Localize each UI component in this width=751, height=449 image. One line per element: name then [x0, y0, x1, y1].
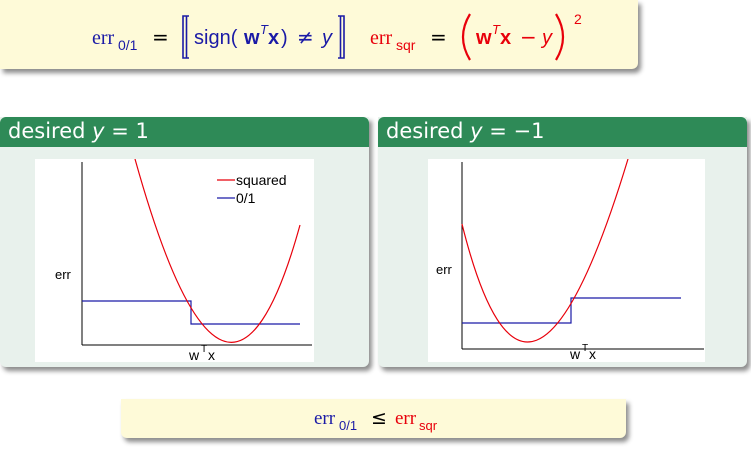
transpose-T: T: [260, 22, 269, 37]
squared-loss-curve: [134, 158, 301, 343]
loss-formula-box: err 0/1 = sign( w T x ) ≠ y err sqr = w …: [0, 0, 638, 69]
err01-subscript: 0/1: [339, 418, 357, 433]
error-plot-positive: err w T x squared 0/1: [35, 158, 314, 363]
transpose-T-sqr: T: [492, 22, 501, 37]
x-axis-label-T: T: [201, 344, 207, 355]
equals-sign-2: =: [430, 25, 447, 49]
title-prefix: desired: [386, 119, 471, 143]
minus-sign: −: [520, 25, 537, 49]
err01-subscript: 0/1: [118, 37, 138, 53]
not-equal-sign: ≠: [297, 25, 314, 49]
errsqr-label: err: [395, 408, 417, 429]
title-equality: = −1: [482, 119, 545, 143]
inequality-formula: err 0/1 ≤ err sqr: [314, 407, 438, 433]
zero-one-loss-curve: [462, 297, 681, 324]
errsqr-label: err: [370, 27, 393, 49]
zero-one-loss-curve: [82, 300, 300, 325]
errsqr-subscript: sqr: [419, 418, 438, 433]
errsqr-subscript: sqr: [396, 37, 416, 53]
left-paren: [461, 13, 471, 61]
right-iverson-bracket: [338, 15, 345, 59]
loss-formula: err 0/1 = sign( w T x ) ≠ y err sqr = w …: [92, 11, 582, 61]
err01-label: err: [314, 408, 336, 429]
err01-label: err: [92, 27, 115, 49]
panel-desired-y-positive: desired y = 1 err w T x squared 0/1: [0, 117, 369, 367]
panel-title: desired y = 1: [8, 119, 149, 143]
equals-sign: =: [152, 25, 169, 49]
title-var: y: [92, 119, 105, 143]
leq-sign: ≤: [371, 407, 387, 429]
y-axis-label: err: [436, 262, 453, 277]
sign-function: sign(: [194, 27, 238, 49]
legend-zero-one-label: 0/1: [236, 190, 256, 206]
squared-loss-curve: [461, 158, 629, 343]
weight-vector-w: w: [243, 27, 260, 49]
input-vector-x: x: [268, 27, 279, 49]
panel-header: desired y = −1: [378, 117, 747, 147]
input-vector-x-sqr: x: [500, 27, 511, 49]
x-axis-label-w: w: [188, 347, 200, 362]
error-plot-svg: err w T x squared 0/1: [55, 158, 312, 363]
sign-close-paren: ): [281, 27, 288, 49]
x-axis-label-x: x: [208, 347, 215, 362]
label-y: y: [320, 27, 333, 49]
error-plot-svg: err w T x: [436, 158, 704, 362]
panel-header: desired y = 1: [0, 117, 369, 147]
x-axis-label-T: T: [582, 343, 588, 354]
inequality-box: err 0/1 ≤ err sqr: [121, 399, 626, 438]
square-exponent: 2: [574, 11, 582, 27]
title-var: y: [470, 119, 483, 143]
right-paren: [555, 13, 565, 61]
error-plot-negative: err w T x: [428, 158, 705, 362]
x-axis-label-w: w: [569, 346, 581, 362]
panel-title: desired y = −1: [386, 119, 544, 143]
title-equality: = 1: [104, 119, 149, 143]
y-axis-label: err: [55, 267, 72, 282]
label-y-sqr: y: [540, 27, 553, 49]
legend-squared-label: squared: [236, 172, 287, 188]
x-axis-label-x: x: [589, 346, 596, 362]
title-prefix: desired: [8, 119, 93, 143]
panel-desired-y-negative: desired y = −1 err w T x: [378, 117, 747, 367]
left-iverson-bracket: [182, 15, 189, 59]
weight-vector-w-sqr: w: [475, 27, 492, 49]
